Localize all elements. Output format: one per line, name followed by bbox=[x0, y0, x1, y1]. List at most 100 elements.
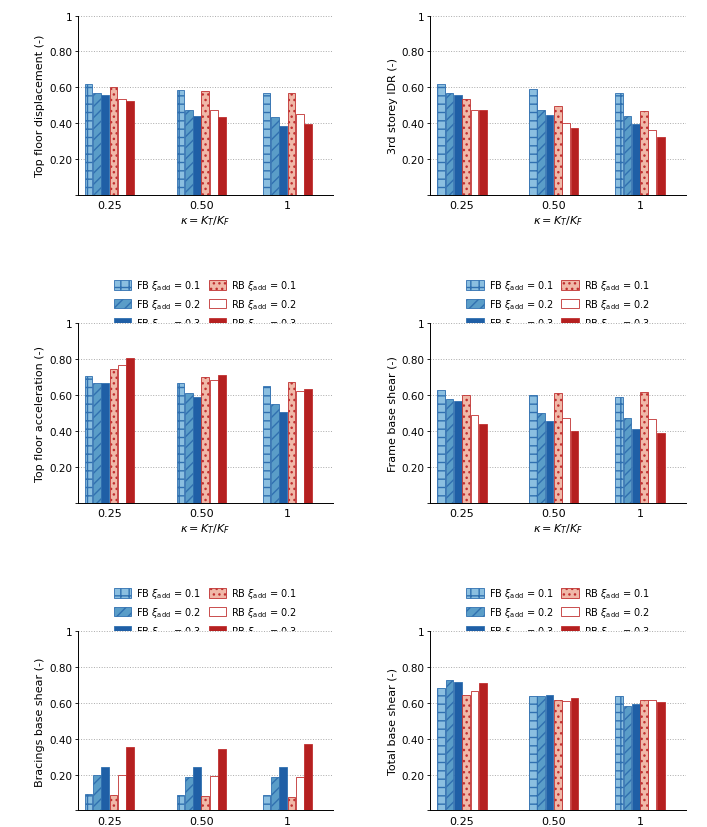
Bar bbox=[279, 413, 287, 503]
Bar bbox=[210, 112, 218, 195]
Legend: FB $\xi_{\mathrm{add}}$ = 0.1, FB $\xi_{\mathrm{add}}$ = 0.2, FB $\xi_{\mathrm{a: FB $\xi_{\mathrm{add}}$ = 0.1, FB $\xi_{… bbox=[114, 279, 298, 331]
Bar bbox=[185, 111, 192, 195]
Text: (d): (d) bbox=[549, 632, 567, 644]
Bar bbox=[554, 394, 562, 503]
Bar bbox=[271, 117, 279, 195]
Bar bbox=[93, 775, 100, 810]
Bar bbox=[454, 681, 462, 810]
Bar bbox=[185, 777, 192, 810]
Text: (b): (b) bbox=[549, 324, 567, 337]
Bar bbox=[632, 125, 640, 195]
Bar bbox=[210, 380, 218, 503]
Y-axis label: Total base shear (-): Total base shear (-) bbox=[387, 667, 397, 775]
Bar bbox=[288, 797, 296, 810]
Bar bbox=[554, 700, 562, 810]
Bar bbox=[201, 796, 209, 810]
Bar bbox=[615, 93, 623, 195]
Bar bbox=[462, 100, 470, 195]
Bar bbox=[648, 131, 656, 195]
Legend: FB $\xi_{\mathrm{add}}$ = 0.1, FB $\xi_{\mathrm{add}}$ = 0.2, FB $\xi_{\mathrm{a: FB $\xi_{\mathrm{add}}$ = 0.1, FB $\xi_{… bbox=[466, 586, 650, 638]
Bar bbox=[537, 696, 545, 810]
Bar bbox=[657, 138, 665, 195]
X-axis label: $\kappa = K_T/K_F$: $\kappa = K_T/K_F$ bbox=[180, 521, 230, 535]
Bar bbox=[562, 418, 570, 503]
Bar bbox=[296, 115, 304, 195]
Bar bbox=[479, 112, 486, 195]
Bar bbox=[177, 91, 185, 195]
Bar bbox=[193, 767, 201, 810]
Bar bbox=[201, 378, 209, 503]
Bar bbox=[193, 398, 201, 503]
Bar bbox=[304, 744, 312, 810]
Bar bbox=[640, 393, 648, 503]
Bar bbox=[624, 706, 631, 810]
Bar bbox=[118, 775, 126, 810]
Bar bbox=[304, 125, 312, 195]
Bar bbox=[648, 700, 656, 810]
Bar bbox=[624, 117, 631, 195]
X-axis label: $\kappa = K_T/K_F$: $\kappa = K_T/K_F$ bbox=[533, 521, 583, 535]
Legend: FB $\xi_{\mathrm{add}}$ = 0.1, FB $\xi_{\mathrm{add}}$ = 0.2, FB $\xi_{\mathrm{a: FB $\xi_{\mathrm{add}}$ = 0.1, FB $\xi_{… bbox=[114, 586, 298, 638]
Bar bbox=[85, 795, 93, 810]
Bar bbox=[571, 432, 578, 503]
Bar bbox=[554, 107, 562, 195]
Bar bbox=[271, 404, 279, 503]
Bar bbox=[288, 94, 296, 195]
Y-axis label: Frame base shear (-): Frame base shear (-) bbox=[387, 356, 397, 471]
Bar bbox=[437, 688, 445, 810]
Bar bbox=[262, 796, 270, 810]
Bar bbox=[193, 117, 201, 195]
Bar bbox=[262, 93, 270, 195]
Bar bbox=[462, 696, 470, 810]
Bar bbox=[437, 85, 445, 195]
Bar bbox=[177, 383, 185, 503]
Bar bbox=[470, 691, 478, 810]
Bar bbox=[185, 394, 192, 503]
Bar bbox=[110, 370, 117, 503]
Bar bbox=[571, 698, 578, 810]
X-axis label: $\kappa = K_T/K_F$: $\kappa = K_T/K_F$ bbox=[180, 213, 230, 227]
Bar bbox=[93, 383, 100, 503]
Bar bbox=[110, 796, 117, 810]
Bar bbox=[537, 111, 545, 195]
Bar bbox=[546, 422, 554, 503]
Bar bbox=[85, 377, 93, 503]
Y-axis label: Top floor acceleration (-): Top floor acceleration (-) bbox=[35, 346, 45, 481]
Bar bbox=[562, 124, 570, 195]
Bar bbox=[470, 415, 478, 503]
Bar bbox=[529, 696, 537, 810]
Bar bbox=[529, 90, 537, 195]
Bar bbox=[279, 767, 287, 810]
Bar bbox=[615, 696, 623, 810]
Bar bbox=[657, 702, 665, 810]
Bar bbox=[279, 127, 287, 195]
Bar bbox=[470, 111, 478, 195]
Bar bbox=[304, 390, 312, 503]
Bar bbox=[571, 129, 578, 195]
Bar bbox=[296, 777, 304, 810]
Bar bbox=[110, 88, 117, 195]
Bar bbox=[288, 382, 296, 503]
Bar bbox=[640, 700, 648, 810]
Bar bbox=[562, 701, 570, 810]
Bar bbox=[529, 395, 537, 503]
Bar bbox=[201, 92, 209, 195]
Bar bbox=[93, 93, 100, 195]
Bar bbox=[177, 796, 185, 810]
Bar bbox=[462, 395, 470, 503]
Bar bbox=[437, 390, 445, 503]
Bar bbox=[632, 704, 640, 810]
Bar bbox=[632, 429, 640, 503]
Bar bbox=[101, 767, 109, 810]
Legend: FB $\xi_{\mathrm{add}}$ = 0.1, FB $\xi_{\mathrm{add}}$ = 0.2, FB $\xi_{\mathrm{a: FB $\xi_{\mathrm{add}}$ = 0.1, FB $\xi_{… bbox=[466, 279, 650, 331]
Bar bbox=[615, 398, 623, 503]
Bar bbox=[479, 424, 486, 503]
Bar bbox=[445, 399, 453, 503]
Bar bbox=[546, 116, 554, 195]
Bar bbox=[296, 391, 304, 503]
Bar bbox=[127, 103, 134, 195]
Bar bbox=[454, 402, 462, 503]
Bar bbox=[218, 748, 226, 810]
Bar bbox=[640, 112, 648, 195]
Bar bbox=[648, 420, 656, 503]
